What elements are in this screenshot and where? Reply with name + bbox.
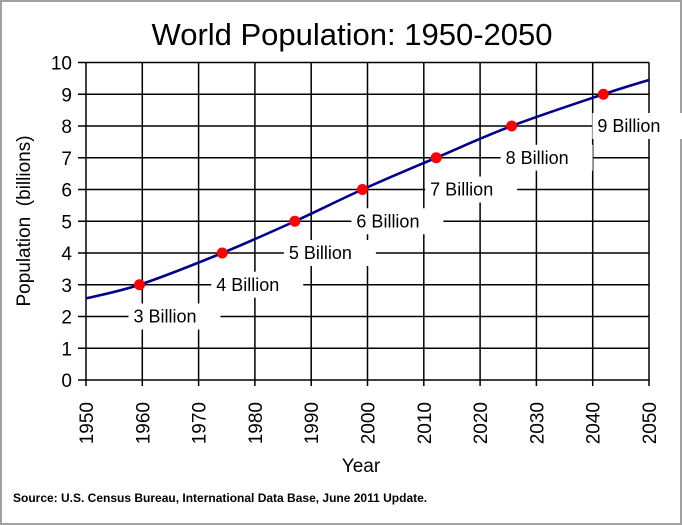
y-tick-label: 2	[61, 308, 72, 329]
label-background	[592, 113, 682, 139]
milestone-point	[430, 152, 442, 164]
label-background	[128, 303, 221, 330]
x-tick-label: 1970	[190, 402, 211, 444]
y-tick-label: 8	[61, 117, 72, 138]
milestone-point	[356, 184, 368, 195]
y-tick-label: 3	[61, 276, 72, 297]
y-tick-label: 1	[61, 339, 72, 360]
y-tick-label: 6	[61, 181, 72, 202]
x-tick-label: 1980	[246, 402, 267, 444]
x-axis-label: Year	[342, 456, 381, 477]
milestone-label: 9 Billion	[597, 116, 660, 136]
milestone-points	[133, 88, 609, 291]
milestone-point	[506, 120, 518, 132]
x-tick-label: 1960	[133, 402, 154, 444]
milestone-label: 6 Billion	[356, 211, 419, 231]
label-background	[351, 208, 444, 235]
x-tick-label: 2030	[527, 402, 548, 444]
milestone-label: 3 Billion	[133, 307, 196, 327]
label-background	[283, 240, 376, 266]
milestone-label: 4 Billion	[216, 275, 279, 295]
milestone-point	[216, 247, 228, 259]
x-tick-label: 1990	[302, 402, 323, 444]
x-tick-label: 2000	[359, 402, 380, 444]
milestone-point	[289, 215, 301, 227]
milestone-label: 5 Billion	[289, 243, 352, 263]
y-tick-label: 0	[61, 371, 72, 392]
y-tick-label: 4	[61, 244, 72, 265]
source-note: Source: U.S. Census Bureau, Internationa…	[13, 491, 427, 505]
x-tick-label: 2010	[415, 402, 436, 444]
x-tick-label: 2040	[584, 402, 605, 444]
milestone-point	[133, 279, 145, 291]
label-background	[425, 176, 518, 203]
tick-labels: 0 1 2 3 4 5 6 7 8 9 10 1950 1960 1970 1980 1990 2000 2010…	[51, 54, 661, 445]
chart-title: World Population: 1950-2050	[152, 17, 553, 52]
y-tick-label: 10	[51, 54, 72, 75]
x-tick-label: 2050	[640, 402, 661, 444]
y-axis-label: Population (billions)	[14, 135, 35, 306]
x-tick-label: 1950	[77, 402, 98, 444]
x-tick-label: 2020	[471, 402, 492, 444]
label-background	[500, 144, 593, 171]
y-tick-label: 7	[61, 149, 72, 170]
milestone-label: 8 Billion	[506, 148, 569, 168]
y-tick-label: 5	[61, 212, 72, 233]
label-background	[211, 271, 304, 298]
milestone-point	[597, 88, 609, 100]
milestone-label: 7 Billion	[430, 180, 493, 200]
y-tick-label: 9	[61, 85, 72, 106]
